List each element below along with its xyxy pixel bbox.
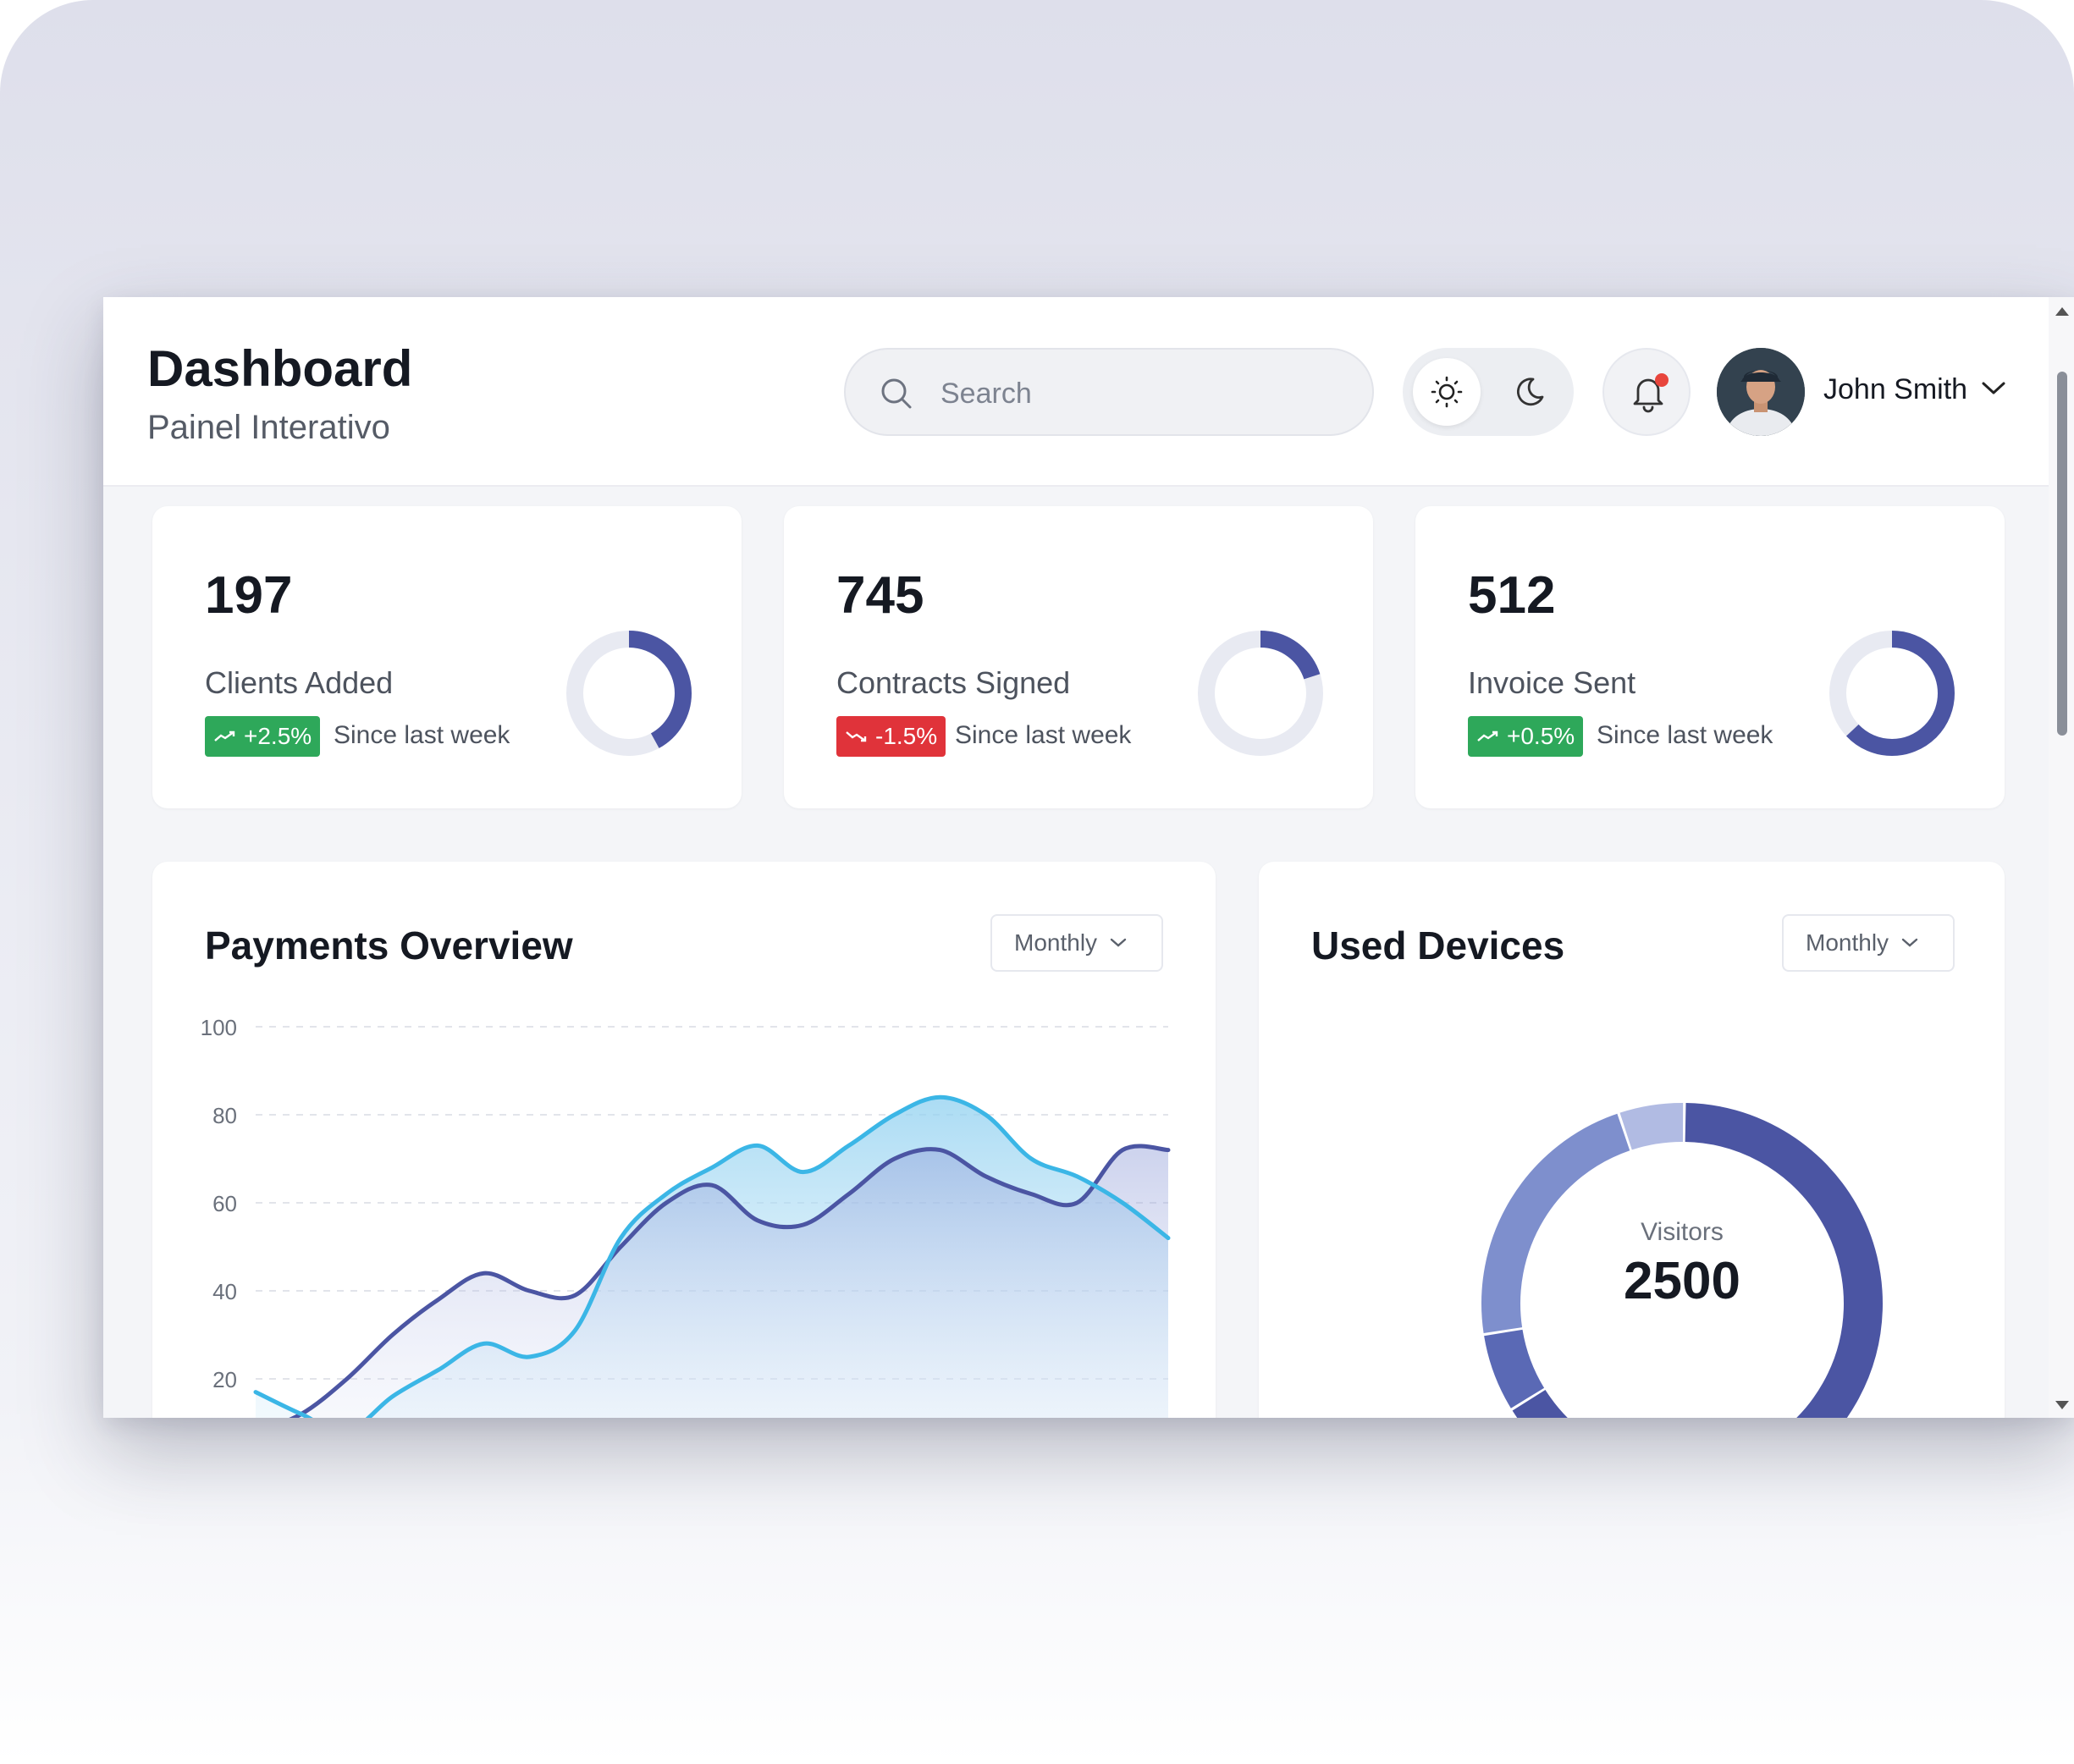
notifications-button[interactable] xyxy=(1602,348,1691,436)
scroll-up-arrow-icon[interactable] xyxy=(2055,306,2070,317)
page-subtitle: Painel Interativo xyxy=(147,409,390,446)
trend-badge-up: +2.5% xyxy=(205,716,321,757)
trend-badge-down: -1.5% xyxy=(836,716,946,757)
progress-ring xyxy=(1198,631,1323,756)
donut-segment-lightest[interactable] xyxy=(1619,1103,1684,1150)
y-tick-label: 20 xyxy=(212,1367,237,1392)
notification-dot xyxy=(1655,373,1669,387)
light-mode-button[interactable] xyxy=(1413,358,1481,426)
avatar[interactable] xyxy=(1717,348,1805,436)
center-value: 2500 xyxy=(1624,1252,1740,1310)
header: Dashboard Painel Interativo xyxy=(103,297,2049,487)
user-name[interactable]: John Smith xyxy=(1823,373,1968,405)
period-dropdown[interactable]: Monthly xyxy=(1782,914,1955,972)
trend-up-icon xyxy=(1477,730,1498,741)
y-tick-label: 60 xyxy=(212,1191,237,1216)
donut-segment-light[interactable] xyxy=(1481,1113,1630,1333)
center-label: Visitors xyxy=(1641,1218,1724,1246)
period-label: Monthly xyxy=(1806,929,1889,956)
payments-overview-panel: 100 80 60 40 20 Payments Overview Monthly xyxy=(152,862,1216,1418)
chevron-down-icon xyxy=(1901,938,1918,947)
devices-donut: Visitors 2500 xyxy=(1481,1103,1883,1418)
scroll-down-arrow-icon[interactable] xyxy=(2055,1399,2070,1411)
panel-title: Payments Overview xyxy=(205,923,573,967)
bell-icon xyxy=(1633,378,1663,413)
stat-card-clients: 197 Clients Added +2.5% Since last week xyxy=(152,506,742,808)
trend-value: +0.5% xyxy=(1507,723,1575,749)
dark-mode-button[interactable] xyxy=(1496,358,1564,426)
stat-value: 745 xyxy=(836,566,924,625)
series-area-navy xyxy=(294,1146,1168,1418)
dashboard-window: Dashboard Painel Interativo xyxy=(103,297,2074,1418)
y-tick-label: 100 xyxy=(201,1015,237,1040)
trend-down-icon xyxy=(846,731,867,742)
y-tick-label: 80 xyxy=(212,1103,237,1128)
trend-up-icon xyxy=(214,730,235,741)
period-label: Monthly xyxy=(1014,929,1098,956)
stat-label: Invoice Sent xyxy=(1468,665,1636,700)
moon-icon xyxy=(1516,378,1544,406)
stat-label: Clients Added xyxy=(205,665,394,700)
trend-value: -1.5% xyxy=(875,723,938,749)
period-dropdown[interactable]: Monthly xyxy=(990,914,1163,972)
chevron-down-icon xyxy=(1110,938,1127,947)
trend-value: +2.5% xyxy=(244,723,312,749)
sun-icon xyxy=(1431,376,1463,408)
progress-ring xyxy=(1829,631,1955,756)
search-icon xyxy=(881,378,912,409)
donut-segment-dark[interactable] xyxy=(1512,1103,1883,1418)
since-label: Since last week xyxy=(334,721,510,749)
stat-label: Contracts Signed xyxy=(836,665,1071,700)
stat-card-contracts: 745 Contracts Signed -1.5% Since last we… xyxy=(784,506,1373,808)
stat-value: 512 xyxy=(1468,566,1556,625)
used-devices-panel: Visitors 2500 Used Devices Monthly xyxy=(1259,862,2005,1418)
stat-card-invoices: 512 Invoice Sent +0.5% Since last week xyxy=(1415,506,2005,808)
series-line-cyan xyxy=(253,1094,1171,1418)
page-title: Dashboard xyxy=(147,340,413,397)
since-label: Since last week xyxy=(955,721,1132,749)
y-tick-label: 40 xyxy=(212,1279,237,1304)
donut-segment-medium[interactable] xyxy=(1484,1329,1545,1408)
stat-value: 197 xyxy=(205,566,293,625)
search-input[interactable] xyxy=(939,370,1349,417)
search-box[interactable] xyxy=(844,348,1374,436)
payments-chart: 100 80 60 40 20 xyxy=(201,1015,1171,1418)
panel-title: Used Devices xyxy=(1311,923,1565,967)
theme-toggle[interactable] xyxy=(1403,348,1574,436)
progress-ring xyxy=(566,631,692,756)
scrollbar-thumb[interactable] xyxy=(2057,372,2067,736)
since-label: Since last week xyxy=(1597,721,1773,749)
chevron-down-icon[interactable] xyxy=(1981,380,2006,397)
trend-badge-up: +0.5% xyxy=(1468,716,1584,757)
series-line-navy xyxy=(289,1144,1171,1418)
